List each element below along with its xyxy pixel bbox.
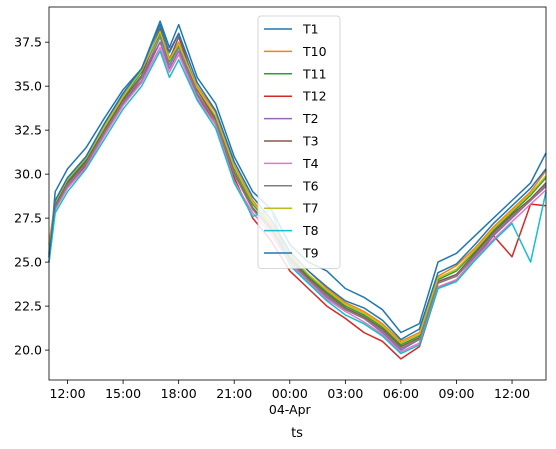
legend-label: T11 [302,66,327,81]
x-tick-label: 21:00 [216,386,252,401]
x-tick-label: 15:00 [105,386,141,401]
legend-label: T4 [302,156,319,171]
legend: T1 T10 T11 T12 T2 T3 T4 T6 T7 T8 T9 [257,15,341,269]
y-tick-label: 27.5 [14,211,42,226]
legend-box [257,15,341,269]
y-tick-label: 25.0 [14,255,42,270]
x-tick-label: 00:00 [272,386,308,401]
x-tick-label: 03:00 [327,386,363,401]
y-tick-label: 32.5 [14,123,42,138]
x-tick-label: 18:00 [161,386,197,401]
x-axis-label: ts [291,426,303,441]
x-tick-sublabel: 04-Apr [269,402,312,417]
y-tick-label: 20.0 [14,343,42,358]
legend-label: T2 [302,111,319,126]
y-tick-label: 35.0 [14,79,42,94]
x-tick-label: 09:00 [438,386,474,401]
legend-label: T8 [302,223,319,238]
y-tick-label: 37.5 [14,35,42,50]
x-tick-label: 12:00 [50,386,86,401]
legend-label: T12 [302,89,327,104]
legend-label: T10 [302,44,327,59]
x-tick-label: 12:00 [494,386,530,401]
legend-label: T1 [302,22,319,37]
plot-frame [48,6,547,381]
y-tick-label: 22.5 [14,299,42,314]
legend-label: T7 [302,201,319,216]
legend-label: T3 [302,134,319,149]
y-axis: 20.0 22.5 25.0 27.5 30.0 32.5 35.0 37.5 [14,35,49,358]
x-tick-label: 06:00 [383,386,419,401]
legend-label: T6 [302,178,319,193]
y-tick-label: 30.0 [14,167,42,182]
legend-label: T9 [302,246,319,261]
